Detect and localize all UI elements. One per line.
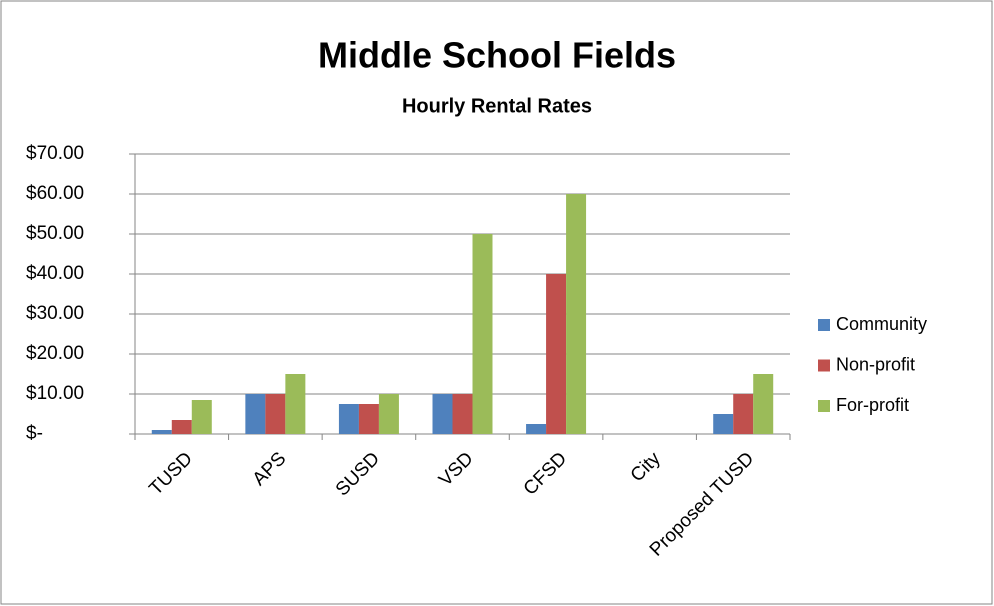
legend-swatch — [818, 359, 830, 372]
bar — [191, 400, 212, 434]
bar — [432, 394, 453, 434]
legend-label: Community — [836, 314, 927, 334]
bar — [245, 394, 266, 434]
bar — [472, 234, 493, 434]
legend-label: Non-profit — [836, 354, 915, 374]
y-tick-label: $10.00 — [26, 383, 84, 404]
y-tick-label: $30.00 — [26, 303, 84, 324]
y-tick-label: $- — [26, 423, 43, 444]
bar — [285, 374, 306, 434]
bar — [566, 194, 587, 434]
chart-subtitle: Hourly Rental Rates — [402, 95, 592, 117]
y-tick-label: $70.00 — [26, 143, 84, 164]
chart-title: Middle School Fields — [318, 35, 676, 76]
bar — [378, 394, 399, 434]
bar — [338, 404, 359, 434]
bar — [171, 420, 192, 434]
legend-swatch — [818, 400, 830, 412]
bar — [265, 394, 286, 434]
y-tick-label: $50.00 — [26, 223, 84, 244]
bar — [733, 394, 754, 434]
bar — [526, 424, 547, 434]
legend-label: For-profit — [836, 395, 909, 415]
bar — [546, 274, 567, 434]
bar — [452, 394, 473, 434]
y-tick-label: $40.00 — [26, 263, 84, 284]
y-tick-label: $20.00 — [26, 343, 84, 364]
bar — [713, 414, 734, 434]
legend-swatch — [818, 319, 830, 331]
bar — [753, 374, 774, 434]
y-tick-label: $60.00 — [26, 183, 84, 204]
bar — [358, 404, 379, 434]
bar — [151, 430, 172, 434]
